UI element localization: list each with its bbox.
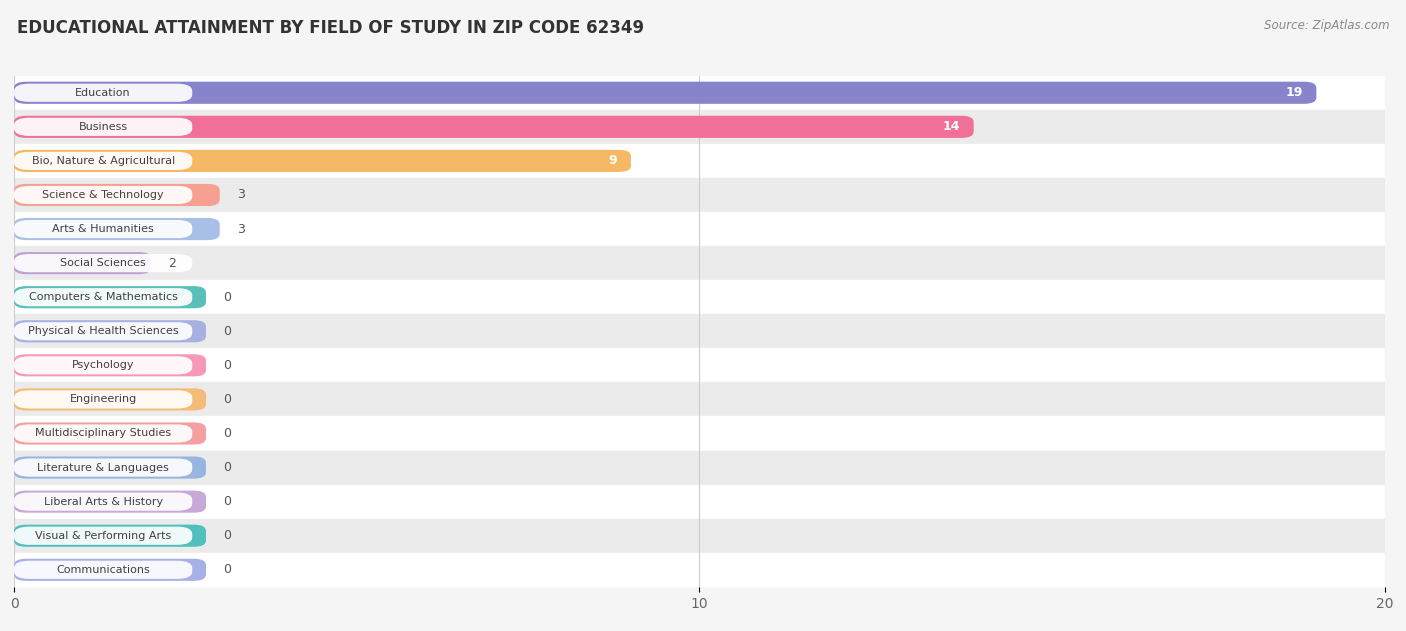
Bar <box>14 314 1385 348</box>
Bar <box>14 416 1385 451</box>
Text: Physical & Health Sciences: Physical & Health Sciences <box>28 326 179 336</box>
Text: 0: 0 <box>224 495 231 508</box>
FancyBboxPatch shape <box>14 527 193 545</box>
FancyBboxPatch shape <box>14 388 207 411</box>
FancyBboxPatch shape <box>14 218 219 240</box>
FancyBboxPatch shape <box>14 354 207 377</box>
Text: 3: 3 <box>236 223 245 235</box>
Text: 2: 2 <box>169 257 176 269</box>
Text: 3: 3 <box>236 189 245 201</box>
FancyBboxPatch shape <box>14 558 207 581</box>
FancyBboxPatch shape <box>14 118 193 136</box>
Text: Psychology: Psychology <box>72 360 135 370</box>
Text: 9: 9 <box>609 155 617 167</box>
Bar <box>14 212 1385 246</box>
Text: 0: 0 <box>224 563 231 576</box>
FancyBboxPatch shape <box>14 459 193 476</box>
FancyBboxPatch shape <box>14 81 1316 104</box>
Text: Science & Technology: Science & Technology <box>42 190 165 200</box>
FancyBboxPatch shape <box>14 490 207 513</box>
FancyBboxPatch shape <box>14 493 193 510</box>
FancyBboxPatch shape <box>14 184 219 206</box>
Bar <box>14 76 1385 110</box>
FancyBboxPatch shape <box>14 254 193 272</box>
FancyBboxPatch shape <box>14 391 193 408</box>
Bar <box>14 178 1385 212</box>
Text: EDUCATIONAL ATTAINMENT BY FIELD OF STUDY IN ZIP CODE 62349: EDUCATIONAL ATTAINMENT BY FIELD OF STUDY… <box>17 19 644 37</box>
Text: Visual & Performing Arts: Visual & Performing Arts <box>35 531 172 541</box>
Text: 19: 19 <box>1285 86 1303 99</box>
Bar <box>14 553 1385 587</box>
Text: Literature & Languages: Literature & Languages <box>38 463 169 473</box>
Text: Liberal Arts & History: Liberal Arts & History <box>44 497 163 507</box>
Text: Engineering: Engineering <box>69 394 136 404</box>
FancyBboxPatch shape <box>14 322 193 340</box>
Bar <box>14 110 1385 144</box>
Bar <box>14 382 1385 416</box>
Text: Computers & Mathematics: Computers & Mathematics <box>28 292 177 302</box>
Text: 0: 0 <box>224 359 231 372</box>
FancyBboxPatch shape <box>14 456 207 479</box>
Text: Bio, Nature & Agricultural: Bio, Nature & Agricultural <box>31 156 174 166</box>
Text: Multidisciplinary Studies: Multidisciplinary Studies <box>35 428 172 439</box>
FancyBboxPatch shape <box>14 150 631 172</box>
Text: Source: ZipAtlas.com: Source: ZipAtlas.com <box>1264 19 1389 32</box>
FancyBboxPatch shape <box>14 524 207 547</box>
FancyBboxPatch shape <box>14 288 193 306</box>
FancyBboxPatch shape <box>14 561 193 579</box>
Text: 0: 0 <box>224 427 231 440</box>
FancyBboxPatch shape <box>14 425 193 442</box>
Text: 0: 0 <box>224 291 231 304</box>
Bar <box>14 144 1385 178</box>
FancyBboxPatch shape <box>14 320 207 343</box>
Bar <box>14 485 1385 519</box>
Text: Communications: Communications <box>56 565 150 575</box>
Text: Education: Education <box>76 88 131 98</box>
FancyBboxPatch shape <box>14 220 193 238</box>
Text: 14: 14 <box>942 121 960 133</box>
Bar <box>14 451 1385 485</box>
Text: Business: Business <box>79 122 128 132</box>
Text: 0: 0 <box>224 325 231 338</box>
Text: 0: 0 <box>224 529 231 542</box>
FancyBboxPatch shape <box>14 152 193 170</box>
FancyBboxPatch shape <box>14 357 193 374</box>
FancyBboxPatch shape <box>14 84 193 102</box>
Bar <box>14 519 1385 553</box>
FancyBboxPatch shape <box>14 422 207 445</box>
FancyBboxPatch shape <box>14 286 207 309</box>
Bar <box>14 246 1385 280</box>
FancyBboxPatch shape <box>14 186 193 204</box>
Text: Arts & Humanities: Arts & Humanities <box>52 224 155 234</box>
FancyBboxPatch shape <box>14 252 152 274</box>
Text: Social Sciences: Social Sciences <box>60 258 146 268</box>
Bar <box>14 348 1385 382</box>
Bar <box>14 280 1385 314</box>
FancyBboxPatch shape <box>14 115 973 138</box>
Text: 0: 0 <box>224 393 231 406</box>
Text: 0: 0 <box>224 461 231 474</box>
